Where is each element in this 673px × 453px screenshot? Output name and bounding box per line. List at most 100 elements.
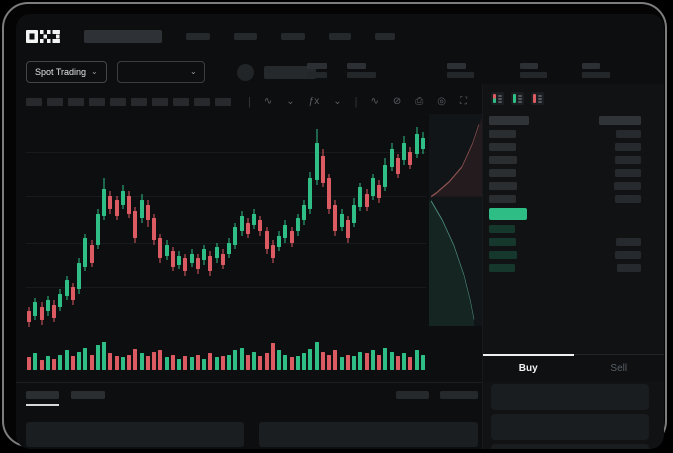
candle: [177, 255, 182, 265]
volume-bar: [102, 342, 107, 370]
order-book-row[interactable]: [489, 192, 641, 205]
order-input-skeleton[interactable]: [491, 384, 649, 410]
order-book-row[interactable]: [489, 140, 641, 153]
candle: [45, 300, 50, 312]
nav-item-skeleton[interactable]: [281, 32, 305, 40]
book-buys-view-icon[interactable]: [511, 92, 524, 105]
timeframe-button-skeleton[interactable]: [26, 98, 42, 106]
order-book-row[interactable]: [489, 248, 641, 261]
value-bar-skeleton: [615, 155, 641, 164]
order-book-row[interactable]: [489, 222, 641, 235]
candle: [39, 306, 44, 321]
candle: [208, 255, 213, 272]
order-book-row[interactable]: [489, 166, 641, 179]
timeframe-button-skeleton[interactable]: [215, 98, 231, 106]
drawing-tools-icon[interactable]: ⊘: [392, 96, 402, 107]
chevron-down-icon[interactable]: ⌄: [333, 96, 342, 107]
volume-bar: [327, 354, 332, 370]
timeframe-button-skeleton[interactable]: [152, 98, 168, 106]
candle: [277, 235, 282, 247]
book-sells-view-icon[interactable]: [531, 92, 544, 105]
timeframe-button-skeleton[interactable]: [110, 98, 126, 106]
candle: [295, 218, 300, 232]
bids-list: [489, 222, 641, 274]
volume-bar: [45, 356, 50, 370]
search-input[interactable]: [84, 29, 162, 43]
order-panel: Buy Sell: [482, 84, 664, 449]
candle: [70, 286, 75, 301]
chart-style-icon[interactable]: ∿: [263, 96, 273, 107]
order-book-row[interactable]: [489, 179, 641, 192]
candle: [33, 302, 38, 316]
dash: [538, 98, 542, 100]
trade-tabs: Buy Sell: [483, 354, 664, 381]
order-book-row[interactable]: [489, 127, 641, 140]
order-input-skeleton[interactable]: [491, 414, 649, 440]
volume-layer: [26, 342, 426, 370]
pair-dropdown[interactable]: ⌄: [116, 61, 205, 83]
volume-bar: [239, 347, 244, 370]
chart-toolbar: | ∿ ⌄ ƒx ⌄ | ∿ ⊘ ⎙ ◎ ⛶: [26, 94, 467, 110]
order-book-row[interactable]: [489, 153, 641, 166]
alert-icon[interactable]: ◎: [437, 96, 446, 107]
candle: [364, 193, 369, 207]
candle: [389, 149, 394, 168]
amount-bar-skeleton: [489, 263, 515, 272]
orders-table-skeleton: [26, 422, 478, 447]
timeframe-button-skeleton[interactable]: [173, 98, 189, 106]
volume-bar: [58, 354, 63, 370]
bottom-tab-skeleton[interactable]: [71, 391, 105, 399]
orderbook-header: [489, 114, 641, 127]
volume-bar: [245, 354, 250, 370]
timeframe-button-skeleton[interactable]: [131, 98, 147, 106]
candle: [95, 213, 100, 245]
volume-bar: [277, 350, 282, 370]
volume-bar: [314, 342, 319, 370]
nav-item-skeleton[interactable]: [186, 32, 210, 40]
market-type-dropdown[interactable]: Spot Trading ⌄: [26, 61, 107, 83]
volume-bar: [408, 357, 413, 370]
last-price-row[interactable]: [489, 205, 641, 222]
candle: [58, 293, 63, 307]
volume-bar: [345, 354, 350, 370]
volume-bar: [108, 353, 113, 370]
nav-item-skeleton[interactable]: [375, 32, 395, 40]
stat-value-skeleton: [447, 72, 474, 78]
line-tool-icon[interactable]: ∿: [370, 96, 379, 107]
timeframe-button-skeleton[interactable]: [194, 98, 210, 106]
candle: [83, 238, 88, 267]
order-book-row[interactable]: [489, 235, 641, 248]
volume-bar: [308, 349, 313, 370]
divider: |: [248, 96, 251, 108]
tab-sell[interactable]: Sell: [610, 362, 628, 374]
volume-bar: [39, 360, 44, 370]
nav-item-skeleton[interactable]: [329, 32, 351, 40]
candle: [233, 227, 238, 245]
book-split-view-icon[interactable]: [491, 92, 504, 105]
bottom-action-skeleton[interactable]: [396, 391, 429, 399]
timeframe-button-skeleton[interactable]: [89, 98, 105, 106]
stripe: [533, 94, 536, 103]
bottom-action-skeleton[interactable]: [440, 391, 478, 399]
candle: [158, 238, 163, 259]
bottom-tab-skeleton[interactable]: [26, 391, 59, 406]
tab-buy[interactable]: Buy: [483, 354, 574, 381]
fullscreen-icon[interactable]: ⛶: [459, 96, 467, 107]
dash: [518, 98, 522, 100]
stat-value-skeleton: [347, 72, 376, 78]
order-input-skeleton[interactable]: [491, 444, 649, 449]
screenshot-icon[interactable]: ⎙: [415, 96, 424, 107]
order-book-row[interactable]: [489, 261, 641, 274]
volume-bar: [145, 356, 150, 370]
timeframe-button-skeleton[interactable]: [47, 98, 63, 106]
dash: [518, 101, 522, 103]
candle: [152, 218, 157, 241]
depth-chart: [429, 114, 482, 326]
timeframe-button-skeleton[interactable]: [68, 98, 84, 106]
dash: [538, 101, 542, 103]
nav-item-skeleton[interactable]: [234, 32, 257, 40]
candlestick-layer: [26, 116, 426, 338]
order-book: [489, 114, 641, 274]
chevron-down-icon[interactable]: ⌄: [286, 96, 295, 107]
indicators-icon[interactable]: ƒx: [308, 96, 320, 107]
